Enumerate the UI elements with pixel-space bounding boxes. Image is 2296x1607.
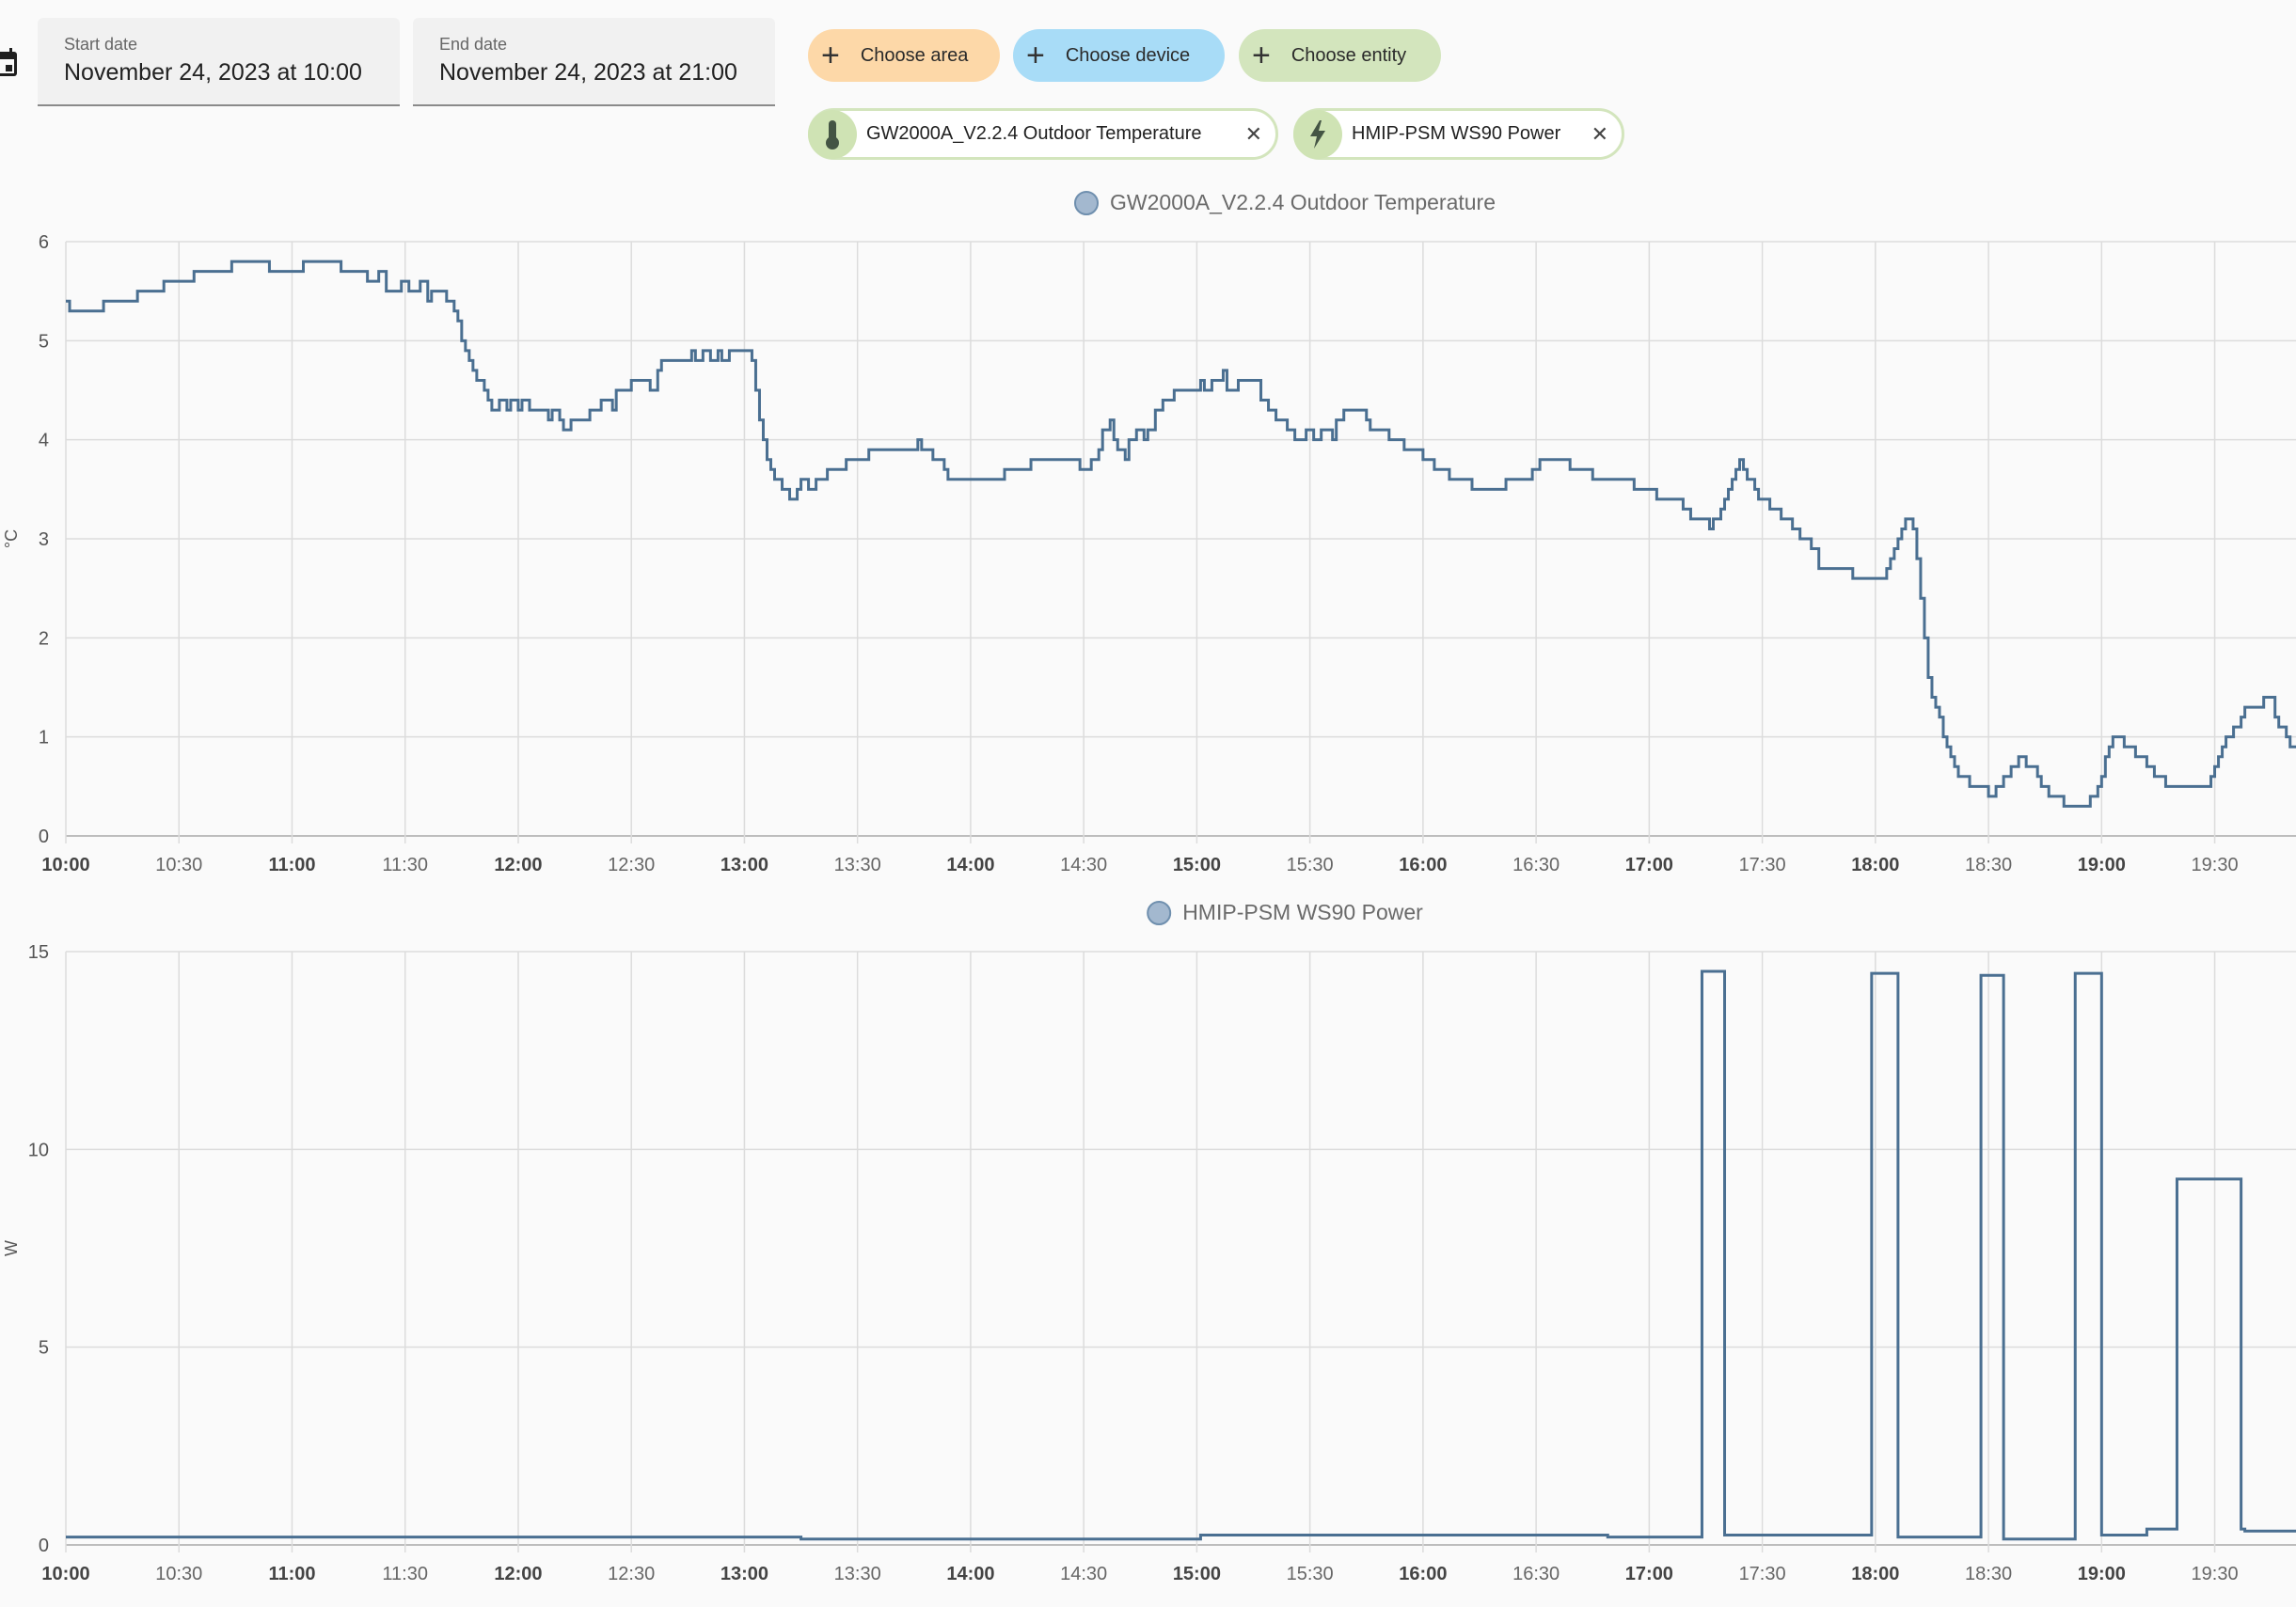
y-tick-label: 0: [39, 827, 49, 847]
x-tick-label: 19:00: [2078, 1564, 2126, 1584]
x-tick-label: 16:30: [1512, 855, 1560, 875]
lightning-bolt-icon: [1293, 109, 1342, 159]
x-tick-label: 16:00: [1399, 1564, 1447, 1584]
plus-icon: +: [1026, 38, 1045, 73]
legend-marker: [1074, 190, 1100, 215]
y-axis-label: °C: [2, 529, 21, 548]
y-tick-label: 3: [39, 529, 49, 550]
close-icon[interactable]: ✕: [1244, 121, 1262, 146]
y-axis-label: W: [2, 1240, 21, 1256]
end-date-label: End date: [439, 35, 508, 54]
y-tick-label: 5: [39, 1338, 49, 1359]
x-tick-label: 14:30: [1060, 1564, 1107, 1584]
x-tick-label: 15:00: [1173, 855, 1221, 875]
legend-label: GW2000A_V2.2.4 Outdoor Temperature: [1110, 190, 1496, 214]
choose-device-button[interactable]: + Choose device: [1013, 29, 1225, 82]
y-tick-label: 6: [39, 232, 49, 253]
start-date-label: Start date: [64, 35, 138, 54]
x-tick-label: 17:30: [1739, 855, 1786, 875]
calendar-icon[interactable]: [0, 47, 19, 77]
x-tick-label: 15:30: [1287, 1564, 1334, 1584]
x-tick-label: 18:30: [1965, 1564, 2012, 1584]
x-tick-label: 10:30: [155, 1564, 202, 1584]
x-tick-label: 10:00: [41, 855, 89, 875]
choose-entity-button[interactable]: + Choose entity: [1239, 29, 1441, 82]
selected-entity-chip-temperature[interactable]: GW2000A_V2.2.4 Outdoor Temperature ✕: [808, 108, 1278, 160]
x-tick-label: 16:00: [1399, 855, 1447, 875]
legend-marker: [1147, 900, 1172, 925]
x-tick-label: 12:00: [494, 855, 542, 875]
x-tick-label: 13:00: [720, 1564, 768, 1584]
x-tick-label: 10:30: [155, 855, 202, 875]
choose-device-label: Choose device: [1065, 44, 1191, 66]
y-tick-label: 1: [39, 728, 49, 748]
x-tick-label: 11:30: [382, 855, 428, 875]
plus-icon: +: [821, 38, 840, 73]
x-tick-label: 13:30: [834, 855, 881, 875]
power-chart: 0 5 10 15 10:00 10:30 11:00 11:30 12:00 12:30 13:0…: [2, 942, 2296, 1584]
x-tick-label: 14:30: [1060, 855, 1107, 875]
x-tick-label: 17:30: [1739, 1564, 1786, 1584]
x-tick-label: 17:00: [1625, 1564, 1673, 1584]
x-tick-label: 14:00: [946, 855, 994, 875]
x-tick-label: 18:30: [1965, 855, 2012, 875]
choose-area-button[interactable]: + Choose area: [808, 29, 1000, 82]
y-tick-label: 5: [39, 331, 49, 352]
x-tick-label: 12:30: [608, 1564, 655, 1584]
end-date-field[interactable]: End date November 24, 2023 at 21:00: [413, 18, 775, 106]
selected-entity-chip-power[interactable]: HMIP-PSM WS90 Power ✕: [1293, 108, 1624, 160]
x-tick-label: 11:00: [268, 855, 315, 875]
chart-legend-temperature[interactable]: GW2000A_V2.2.4 Outdoor Temperature: [1074, 190, 1496, 215]
y-tick-label: 15: [28, 942, 49, 963]
x-tick-label: 14:00: [946, 1564, 994, 1584]
thermometer-icon: [808, 109, 857, 159]
y-tick-label: 0: [39, 1536, 49, 1556]
x-tick-label: 18:00: [1851, 855, 1899, 875]
x-tick-label: 13:00: [720, 855, 768, 875]
x-tick-label: 10:00: [41, 1564, 89, 1584]
x-tick-label: 12:00: [494, 1564, 542, 1584]
x-tick-label: 11:30: [382, 1564, 428, 1584]
chart-legend-power[interactable]: HMIP-PSM WS90 Power: [1147, 900, 1423, 925]
choose-entity-label: Choose entity: [1291, 44, 1407, 66]
x-tick-label: 15:30: [1287, 855, 1334, 875]
series-line: [66, 969, 2296, 1541]
x-tick-label: 12:30: [608, 855, 655, 875]
start-date-value: November 24, 2023 at 10:00: [64, 59, 362, 86]
start-date-field[interactable]: Start date November 24, 2023 at 10:00: [38, 18, 400, 106]
x-tick-label: 11:00: [268, 1564, 315, 1584]
selected-entity-label: HMIP-PSM WS90 Power: [1352, 123, 1561, 144]
y-tick-label: 4: [39, 431, 49, 451]
temperature-chart: 0 1 2 3 4 5 6 10:00 10:30 11:00 11:30 12:00 12:30 13:…: [2, 232, 2296, 875]
y-tick-label: 2: [39, 628, 49, 649]
x-tick-label: 13:30: [834, 1564, 881, 1584]
choose-area-label: Choose area: [860, 44, 969, 66]
series-line: [66, 260, 2296, 808]
end-date-value: November 24, 2023 at 21:00: [439, 59, 737, 86]
plus-icon: +: [1252, 38, 1271, 73]
x-tick-label: 19:30: [2192, 1564, 2239, 1584]
x-tick-label: 19:30: [2192, 855, 2239, 875]
x-tick-label: 19:00: [2078, 855, 2126, 875]
legend-label: HMIP-PSM WS90 Power: [1182, 900, 1423, 924]
x-tick-label: 16:30: [1512, 1564, 1560, 1584]
y-tick-label: 10: [28, 1140, 49, 1160]
selected-entity-label: GW2000A_V2.2.4 Outdoor Temperature: [866, 123, 1202, 144]
x-tick-label: 18:00: [1851, 1564, 1899, 1584]
close-icon[interactable]: ✕: [1591, 121, 1608, 146]
x-tick-label: 17:00: [1625, 855, 1673, 875]
x-tick-label: 15:00: [1173, 1564, 1221, 1584]
